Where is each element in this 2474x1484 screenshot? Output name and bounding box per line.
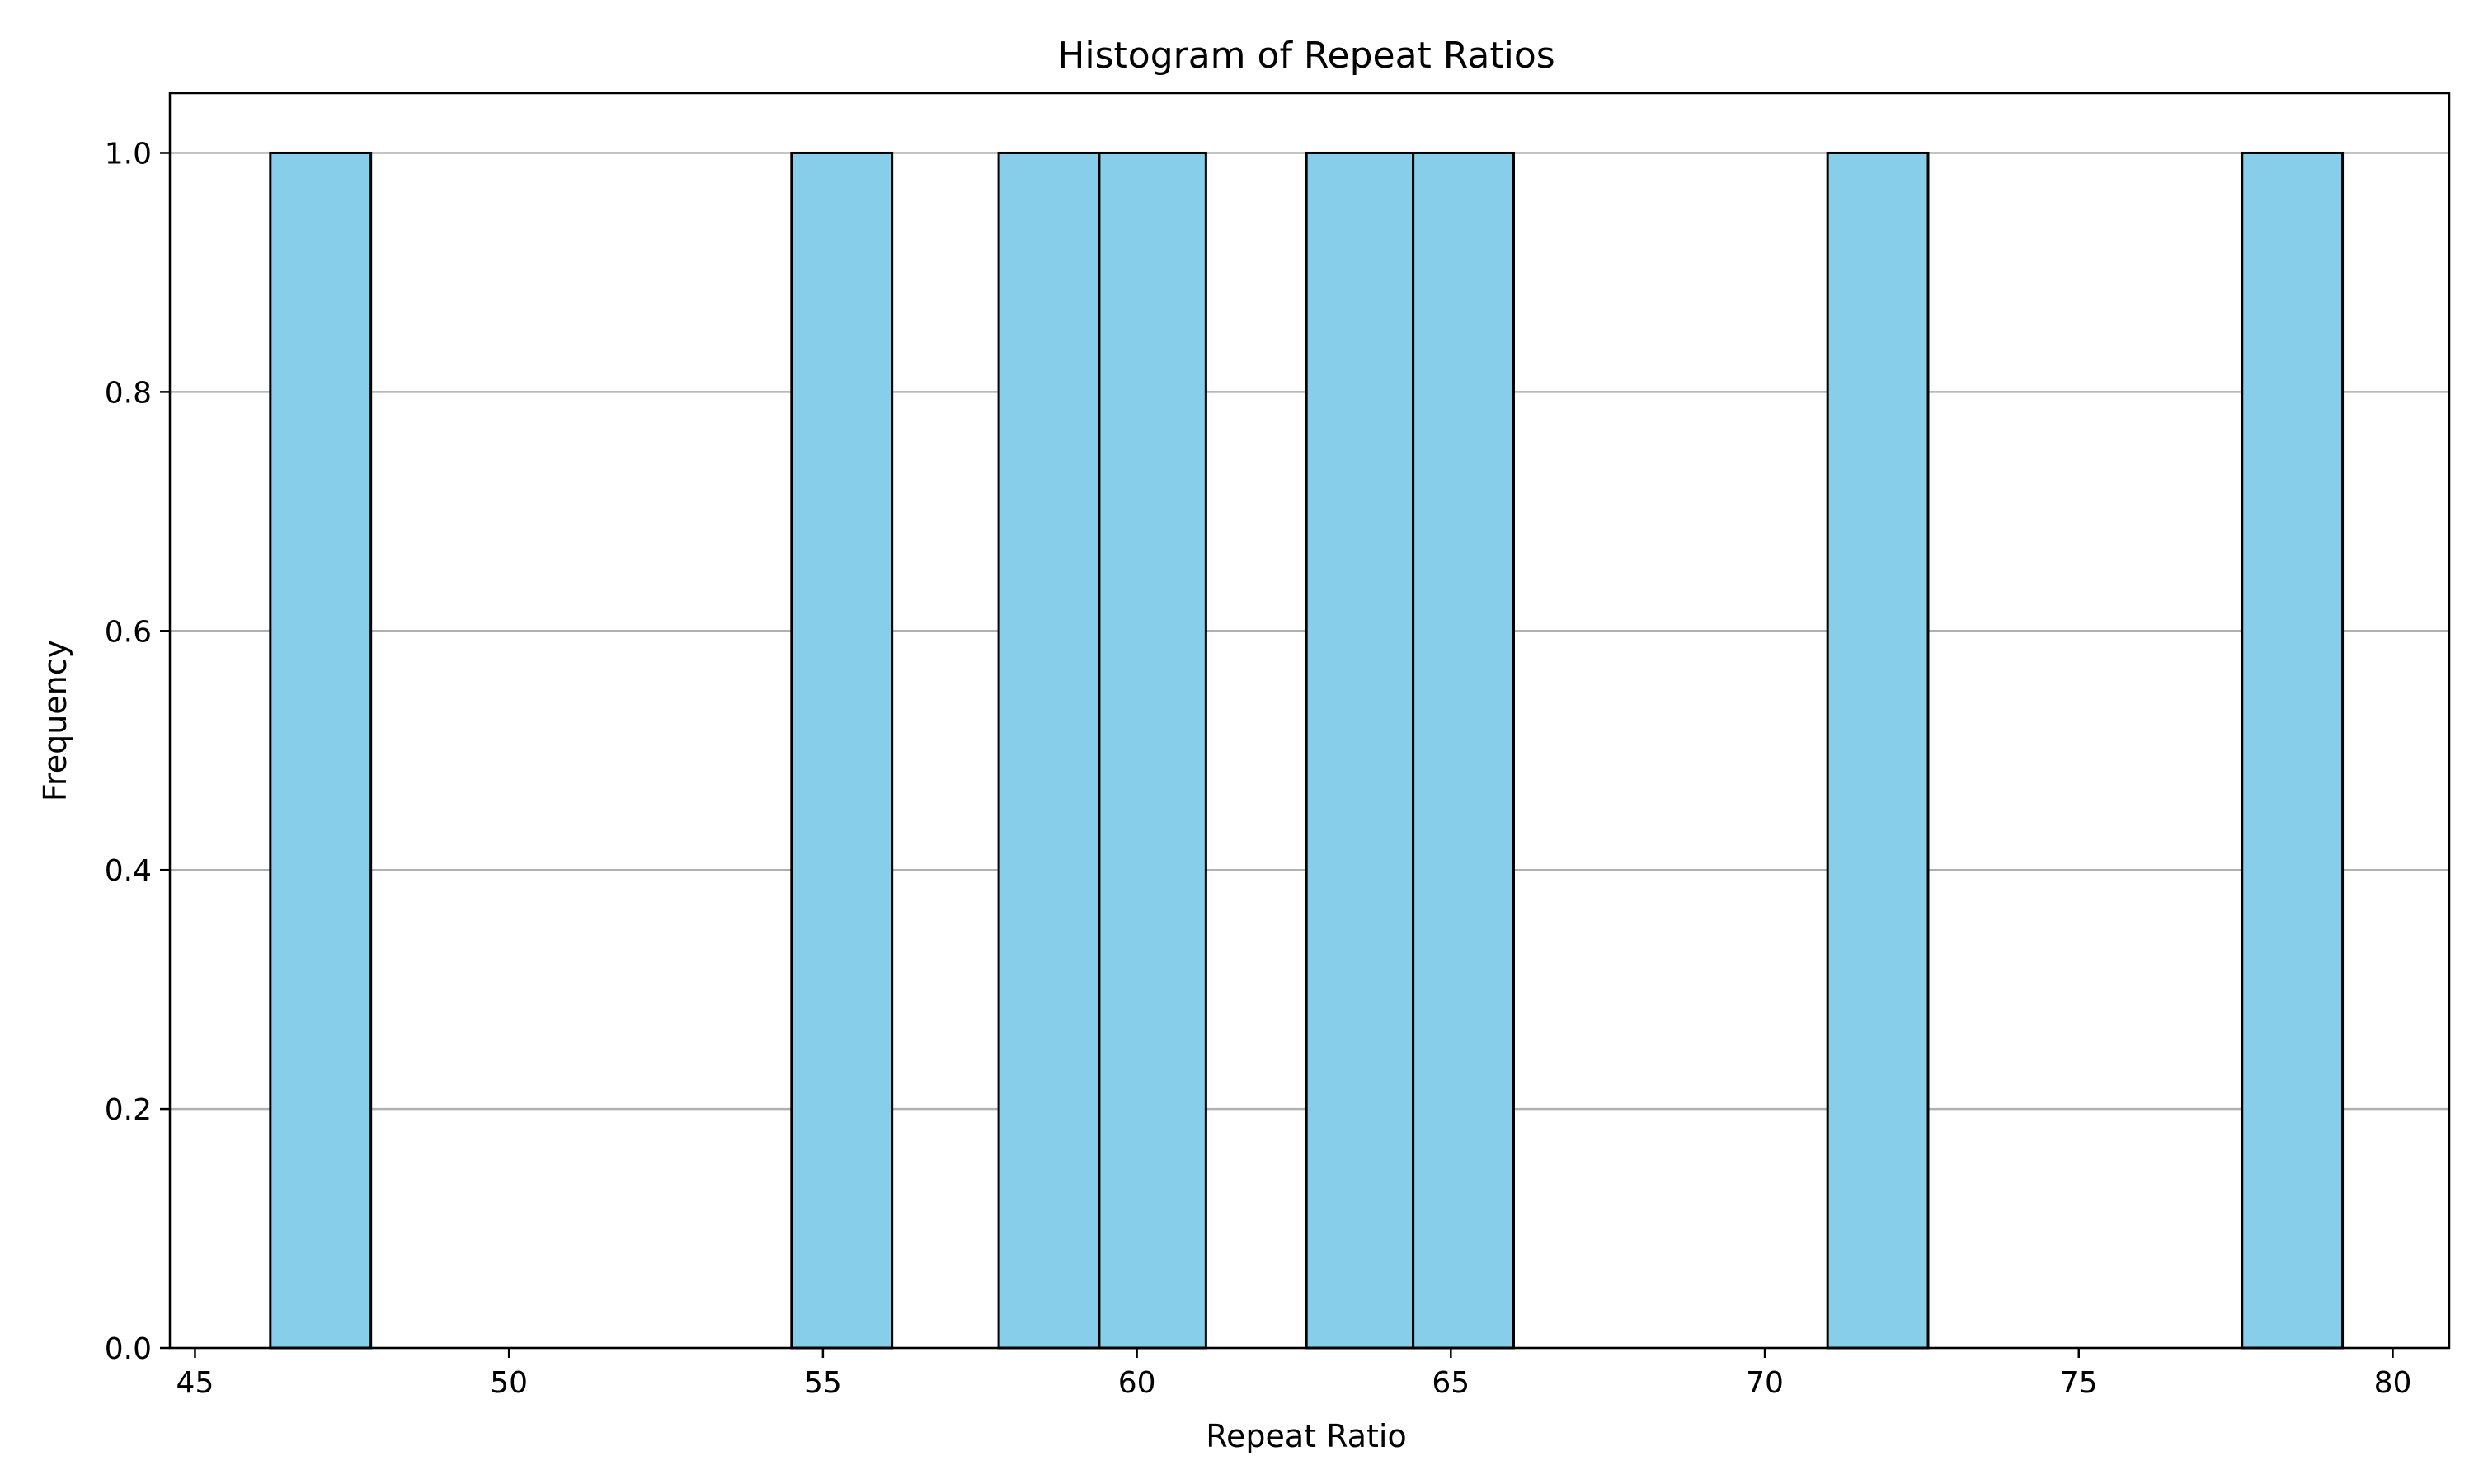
x-tick-label: 45	[176, 1366, 214, 1400]
histogram-bar	[1305, 151, 1415, 1350]
histogram-bar	[2241, 151, 2345, 1350]
x-tick-label: 65	[1432, 1366, 1470, 1400]
x-tick-label: 55	[804, 1366, 842, 1400]
y-tick-label: 0.2	[105, 1093, 152, 1127]
histogram-bar	[1412, 151, 1515, 1350]
y-axis-label: Frequency	[37, 640, 73, 801]
plot-frame	[168, 92, 2451, 1350]
x-tick-label: 80	[2374, 1366, 2412, 1400]
y-tick-label: 0.0	[105, 1332, 152, 1366]
x-tick-label: 50	[490, 1366, 528, 1400]
histogram-bar	[269, 151, 373, 1350]
x-axis-ticks: 45 50 55 60 65 70 75 80	[176, 1348, 2412, 1400]
histogram-bars	[269, 151, 2345, 1350]
histogram-bar	[790, 151, 894, 1350]
x-tick-label: 75	[2060, 1366, 2098, 1400]
y-tick-label: 0.8	[105, 376, 152, 410]
x-axis-label: Repeat Ratio	[1206, 1418, 1406, 1454]
y-tick-label: 1.0	[105, 137, 152, 171]
y-tick-label: 0.4	[105, 854, 152, 888]
chart-title: Histogram of Repeat Ratios	[1057, 35, 1554, 77]
histogram-bar	[1826, 151, 1930, 1350]
y-tick-label: 0.6	[105, 615, 152, 649]
histogram-bar	[1098, 151, 1207, 1350]
y-axis-ticks: 0.0 0.2 0.4 0.6 0.8 1.0	[105, 137, 170, 1366]
histogram-bar	[997, 151, 1101, 1350]
x-tick-label: 60	[1118, 1366, 1156, 1400]
x-tick-label: 70	[1746, 1366, 1784, 1400]
